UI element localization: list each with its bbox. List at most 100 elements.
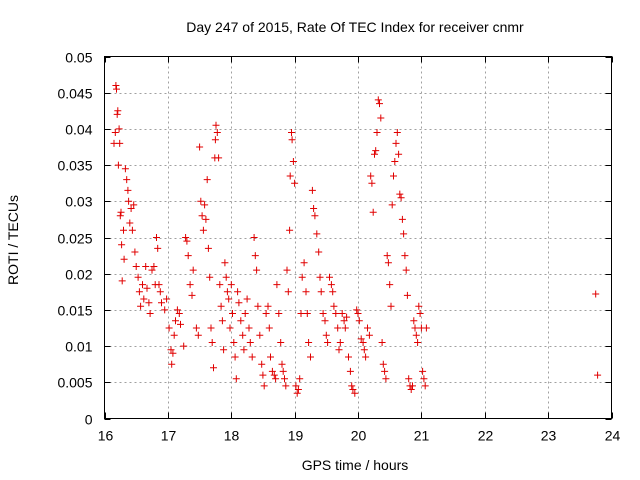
data-point bbox=[146, 310, 154, 317]
y-tick-label: 0.005 bbox=[57, 375, 92, 391]
data-point bbox=[207, 324, 215, 332]
data-point bbox=[371, 150, 378, 158]
data-point bbox=[203, 176, 211, 184]
data-point bbox=[120, 226, 127, 234]
y-tick-label: 0.02 bbox=[65, 267, 92, 283]
data-point bbox=[126, 219, 134, 227]
data-point bbox=[302, 288, 310, 296]
data-point bbox=[270, 371, 278, 379]
data-point bbox=[211, 136, 219, 144]
data-point bbox=[272, 375, 280, 383]
data-point bbox=[222, 273, 230, 281]
data-point bbox=[392, 139, 400, 147]
data-point bbox=[386, 281, 394, 289]
data-point bbox=[297, 310, 305, 317]
data-point bbox=[262, 310, 270, 317]
x-tick-label: 17 bbox=[161, 428, 177, 444]
data-point bbox=[240, 346, 248, 354]
data-point bbox=[253, 266, 261, 274]
data-point bbox=[250, 234, 258, 241]
data-point bbox=[217, 302, 225, 310]
data-point bbox=[275, 310, 283, 317]
y-tick-label: 0 bbox=[85, 412, 93, 428]
data-point bbox=[213, 129, 221, 136]
data-point bbox=[231, 353, 239, 361]
data-point bbox=[355, 317, 363, 325]
x-tick-label: 18 bbox=[224, 428, 240, 444]
y-axis-label: ROTI / TECUs bbox=[5, 195, 21, 285]
data-point bbox=[198, 212, 206, 220]
data-point bbox=[313, 230, 321, 238]
data-point bbox=[204, 244, 212, 252]
data-point bbox=[329, 288, 337, 296]
data-point bbox=[202, 215, 210, 223]
data-point bbox=[189, 266, 197, 274]
data-point bbox=[221, 259, 229, 267]
data-point bbox=[113, 110, 121, 118]
data-point bbox=[241, 310, 249, 317]
data-point bbox=[172, 317, 179, 325]
data-point bbox=[277, 339, 285, 346]
data-point bbox=[594, 371, 602, 379]
data-point bbox=[284, 288, 292, 296]
data-point bbox=[225, 295, 233, 303]
data-point bbox=[387, 302, 395, 310]
data-point bbox=[378, 339, 386, 346]
data-point bbox=[373, 129, 381, 136]
x-tick-label: 19 bbox=[288, 428, 304, 444]
y-tick-label: 0.025 bbox=[57, 231, 92, 247]
data-point bbox=[243, 295, 251, 303]
data-point bbox=[256, 331, 264, 339]
data-point bbox=[317, 288, 325, 296]
data-point bbox=[307, 353, 314, 361]
data-point bbox=[319, 310, 327, 317]
data-point bbox=[125, 197, 133, 205]
data-point bbox=[330, 302, 338, 310]
x-tick-label: 24 bbox=[605, 428, 621, 444]
data-point bbox=[130, 201, 138, 209]
data-point bbox=[180, 342, 188, 350]
data-points bbox=[110, 82, 602, 397]
data-point bbox=[237, 317, 245, 325]
x-tick-label: 20 bbox=[351, 428, 367, 444]
data-point bbox=[155, 281, 163, 289]
data-point bbox=[188, 291, 196, 299]
chart-title: Day 247 of 2015, Rate Of TEC Index for r… bbox=[186, 19, 524, 35]
data-point bbox=[120, 255, 128, 263]
data-point bbox=[153, 234, 160, 241]
data-point bbox=[134, 273, 142, 281]
data-point bbox=[142, 263, 150, 270]
data-point bbox=[345, 353, 352, 361]
data-point bbox=[310, 205, 318, 212]
data-point bbox=[377, 114, 385, 122]
data-point bbox=[218, 317, 226, 325]
data-point bbox=[196, 143, 204, 151]
data-point bbox=[116, 139, 124, 147]
data-point bbox=[327, 281, 335, 289]
data-point bbox=[260, 382, 268, 390]
data-point bbox=[383, 252, 391, 260]
y-tick-label: 0.035 bbox=[57, 158, 92, 174]
data-point bbox=[367, 172, 375, 180]
data-point bbox=[391, 158, 399, 165]
data-point bbox=[117, 208, 125, 216]
data-point bbox=[335, 346, 343, 354]
data-point bbox=[184, 252, 192, 260]
data-point bbox=[288, 129, 295, 136]
y-tick-label: 0.01 bbox=[65, 339, 92, 355]
y-axis-tick-labels: 0 0.005 0.01 0.015 0.02 0.025 0.03 0.035 0.04 0.0… bbox=[57, 50, 92, 428]
data-point bbox=[411, 324, 419, 332]
data-point bbox=[259, 371, 267, 379]
data-point bbox=[419, 367, 427, 375]
data-point bbox=[382, 375, 390, 383]
data-point bbox=[264, 302, 272, 310]
data-point bbox=[410, 317, 418, 325]
data-point bbox=[156, 288, 164, 296]
data-point bbox=[316, 273, 324, 281]
data-point bbox=[400, 230, 408, 238]
data-point bbox=[360, 346, 368, 354]
data-point bbox=[357, 335, 365, 343]
data-point bbox=[163, 295, 171, 303]
data-point bbox=[364, 324, 371, 332]
